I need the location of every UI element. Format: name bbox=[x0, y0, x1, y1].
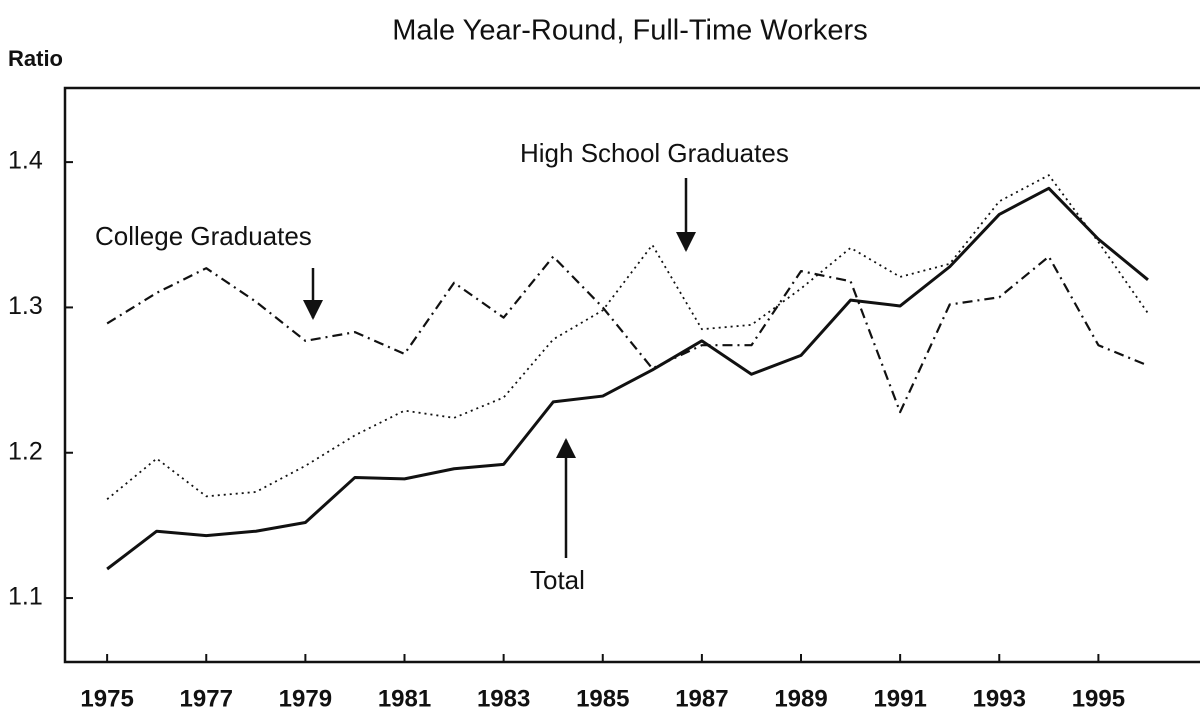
series-label: High School Graduates bbox=[520, 138, 789, 168]
y-tick-label: 1.2 bbox=[8, 437, 43, 465]
x-tick-label: 1979 bbox=[279, 685, 332, 712]
x-tick-label: 1993 bbox=[973, 685, 1026, 712]
y-tick-label: 1.1 bbox=[8, 583, 43, 611]
x-tick-label: 1991 bbox=[873, 685, 926, 712]
x-tick-label: 1983 bbox=[477, 685, 530, 712]
chart-title: Male Year-Round, Full-Time Workers bbox=[392, 15, 867, 47]
series-line bbox=[106, 186, 1149, 571]
x-tick-label: 1995 bbox=[1072, 685, 1125, 712]
series-line bbox=[106, 174, 1149, 500]
y-axis-label: Ratio bbox=[8, 46, 63, 71]
x-tick-label: 1977 bbox=[180, 685, 233, 712]
series-label: Total bbox=[530, 565, 585, 595]
x-tick-label: 1985 bbox=[576, 685, 629, 712]
x-tick-label: 1975 bbox=[80, 685, 133, 712]
plot-frame bbox=[63, 86, 1200, 664]
y-tick-label: 1.4 bbox=[8, 147, 43, 175]
x-tick-label: 1987 bbox=[675, 685, 728, 712]
series-label: College Graduates bbox=[95, 221, 312, 251]
y-tick-label: 1.3 bbox=[8, 292, 43, 320]
x-tick-label: 1989 bbox=[774, 685, 827, 712]
series-line bbox=[106, 255, 1149, 414]
x-tick-label: 1981 bbox=[378, 685, 431, 712]
